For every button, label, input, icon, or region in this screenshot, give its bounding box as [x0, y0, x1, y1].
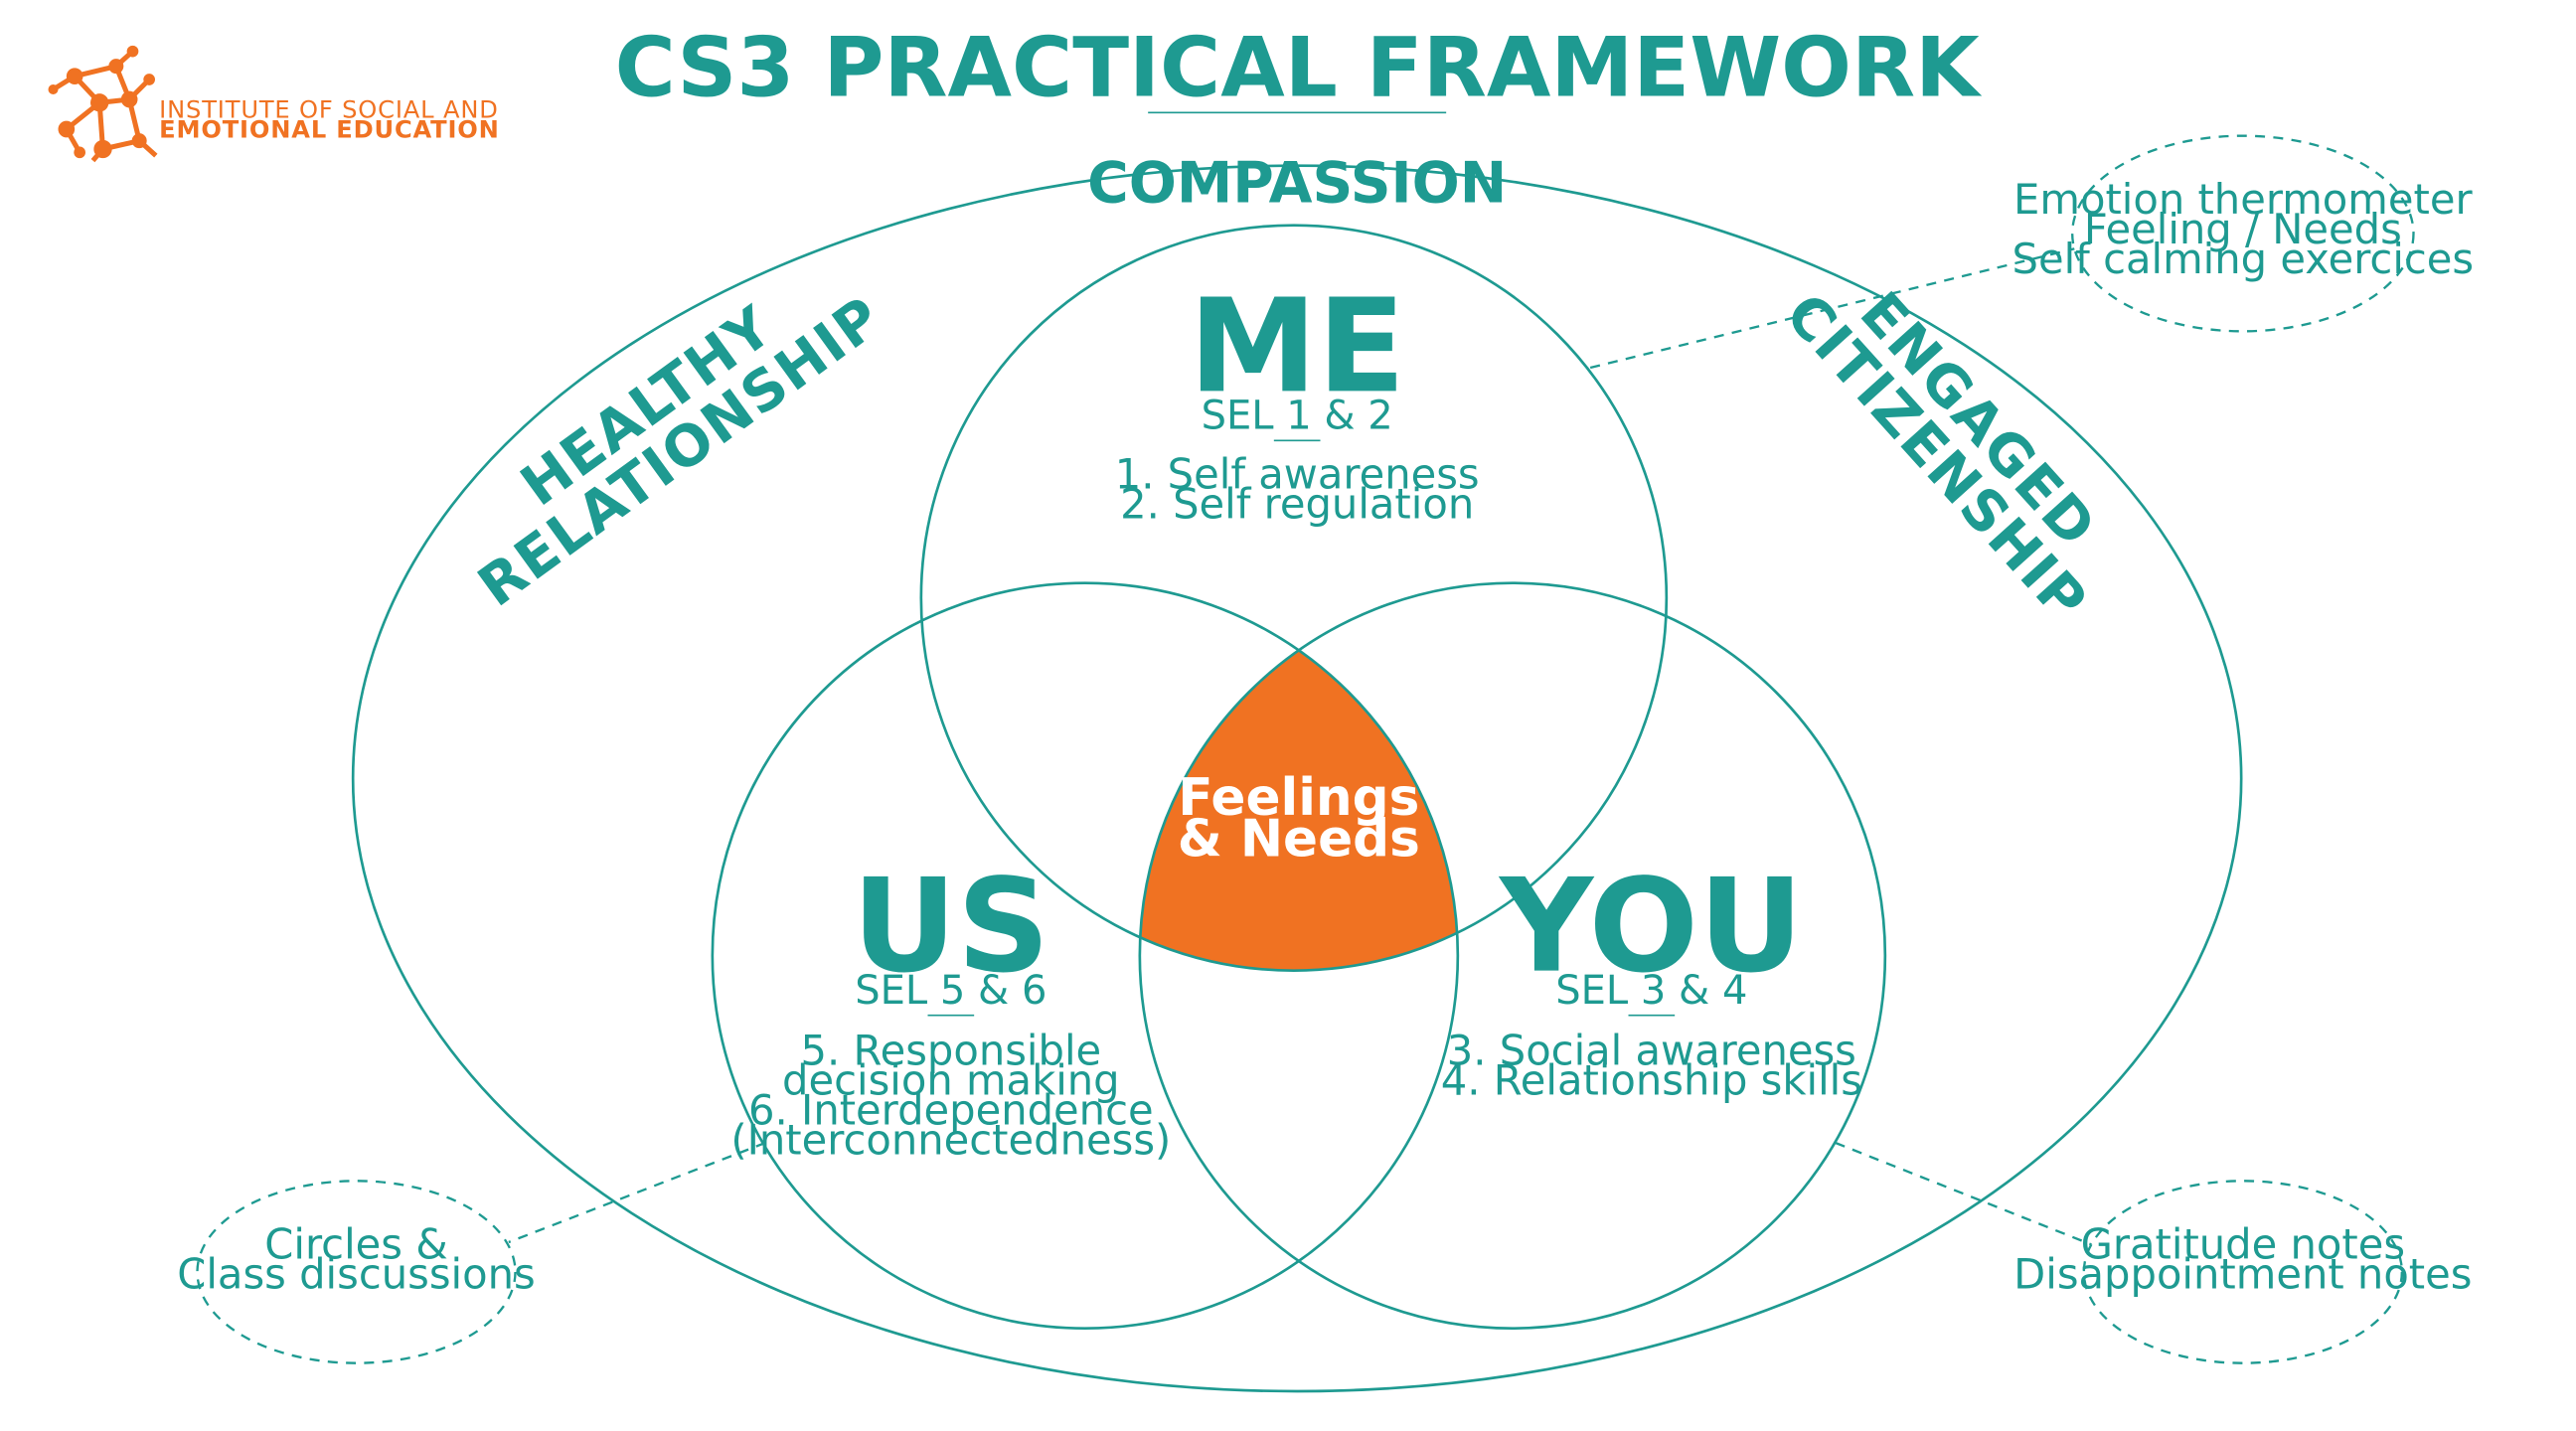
you-callout-line-2: Disappointment notes [2013, 1250, 2472, 1299]
outer-ellipse [351, 164, 2243, 1393]
logo: INSTITUTE OF SOCIAL AND EMOTIONAL EDUCAT… [48, 45, 500, 163]
us-item-4: (Interconnectedness) [730, 1116, 1171, 1165]
compassion-label: COMPASSION [1087, 150, 1507, 216]
us-callout-line-2: Class discussions [177, 1250, 535, 1299]
healthy-relationship-label: HEALTHY RELATIONSHIP [466, 284, 893, 620]
us-callout-connector [508, 1141, 766, 1244]
me-sel: SEL 1 & 2 [1202, 394, 1393, 439]
engaged-citizenship-label: ENGAGED CITIZENSHIP [1773, 280, 2109, 635]
logo-line-2: EMOTIONAL EDUCATION [159, 115, 500, 143]
you-sel: SEL 3 & 4 [1555, 968, 1747, 1014]
us-circle [711, 581, 1460, 1330]
me-callout-line-3: Self calming exercices [2012, 235, 2475, 283]
page-title: CS3 PRACTICAL FRAMEWORK [615, 20, 1984, 116]
us-title: US [852, 851, 1049, 1002]
me-item-1: 1. Self awareness [1115, 450, 1480, 499]
you-item-2: 4. Relationship skills [1441, 1056, 1862, 1105]
me-callout-line-2: Feeling / Needs [2084, 205, 2402, 253]
center-intersection [1139, 582, 1458, 971]
you-title: YOU [1498, 851, 1804, 1002]
you-item-1: 3. Social awareness [1447, 1027, 1856, 1075]
you-callout-line-1: Gratitude notes [2081, 1220, 2405, 1269]
center-line-1: Feelings [1178, 768, 1419, 828]
logo-nodes [48, 45, 155, 159]
you-callout-connector [1835, 1141, 2095, 1247]
us-sel: SEL 5 & 6 [855, 968, 1046, 1014]
us-callout-line-1: Circles & [264, 1220, 447, 1269]
you-circle [1138, 581, 1887, 1330]
logo-line-1: INSTITUTE OF SOCIAL AND [159, 95, 499, 123]
me-circle [919, 224, 1669, 972]
center-line-2: & Needs [1178, 810, 1420, 870]
us-item-1: 5. Responsible [801, 1027, 1102, 1075]
me-callout-bubble [2071, 134, 2415, 333]
us-item-3: 6. Interdependence [748, 1086, 1154, 1135]
me-callout-line-1: Emotion thermometer [2013, 175, 2473, 224]
me-title: ME [1189, 270, 1405, 421]
me-item-2: 2. Self regulation [1120, 480, 1474, 529]
us-item-2: decision making [782, 1056, 1120, 1105]
you-callout-bubble [2082, 1180, 2403, 1364]
us-callout-bubble [196, 1180, 517, 1364]
